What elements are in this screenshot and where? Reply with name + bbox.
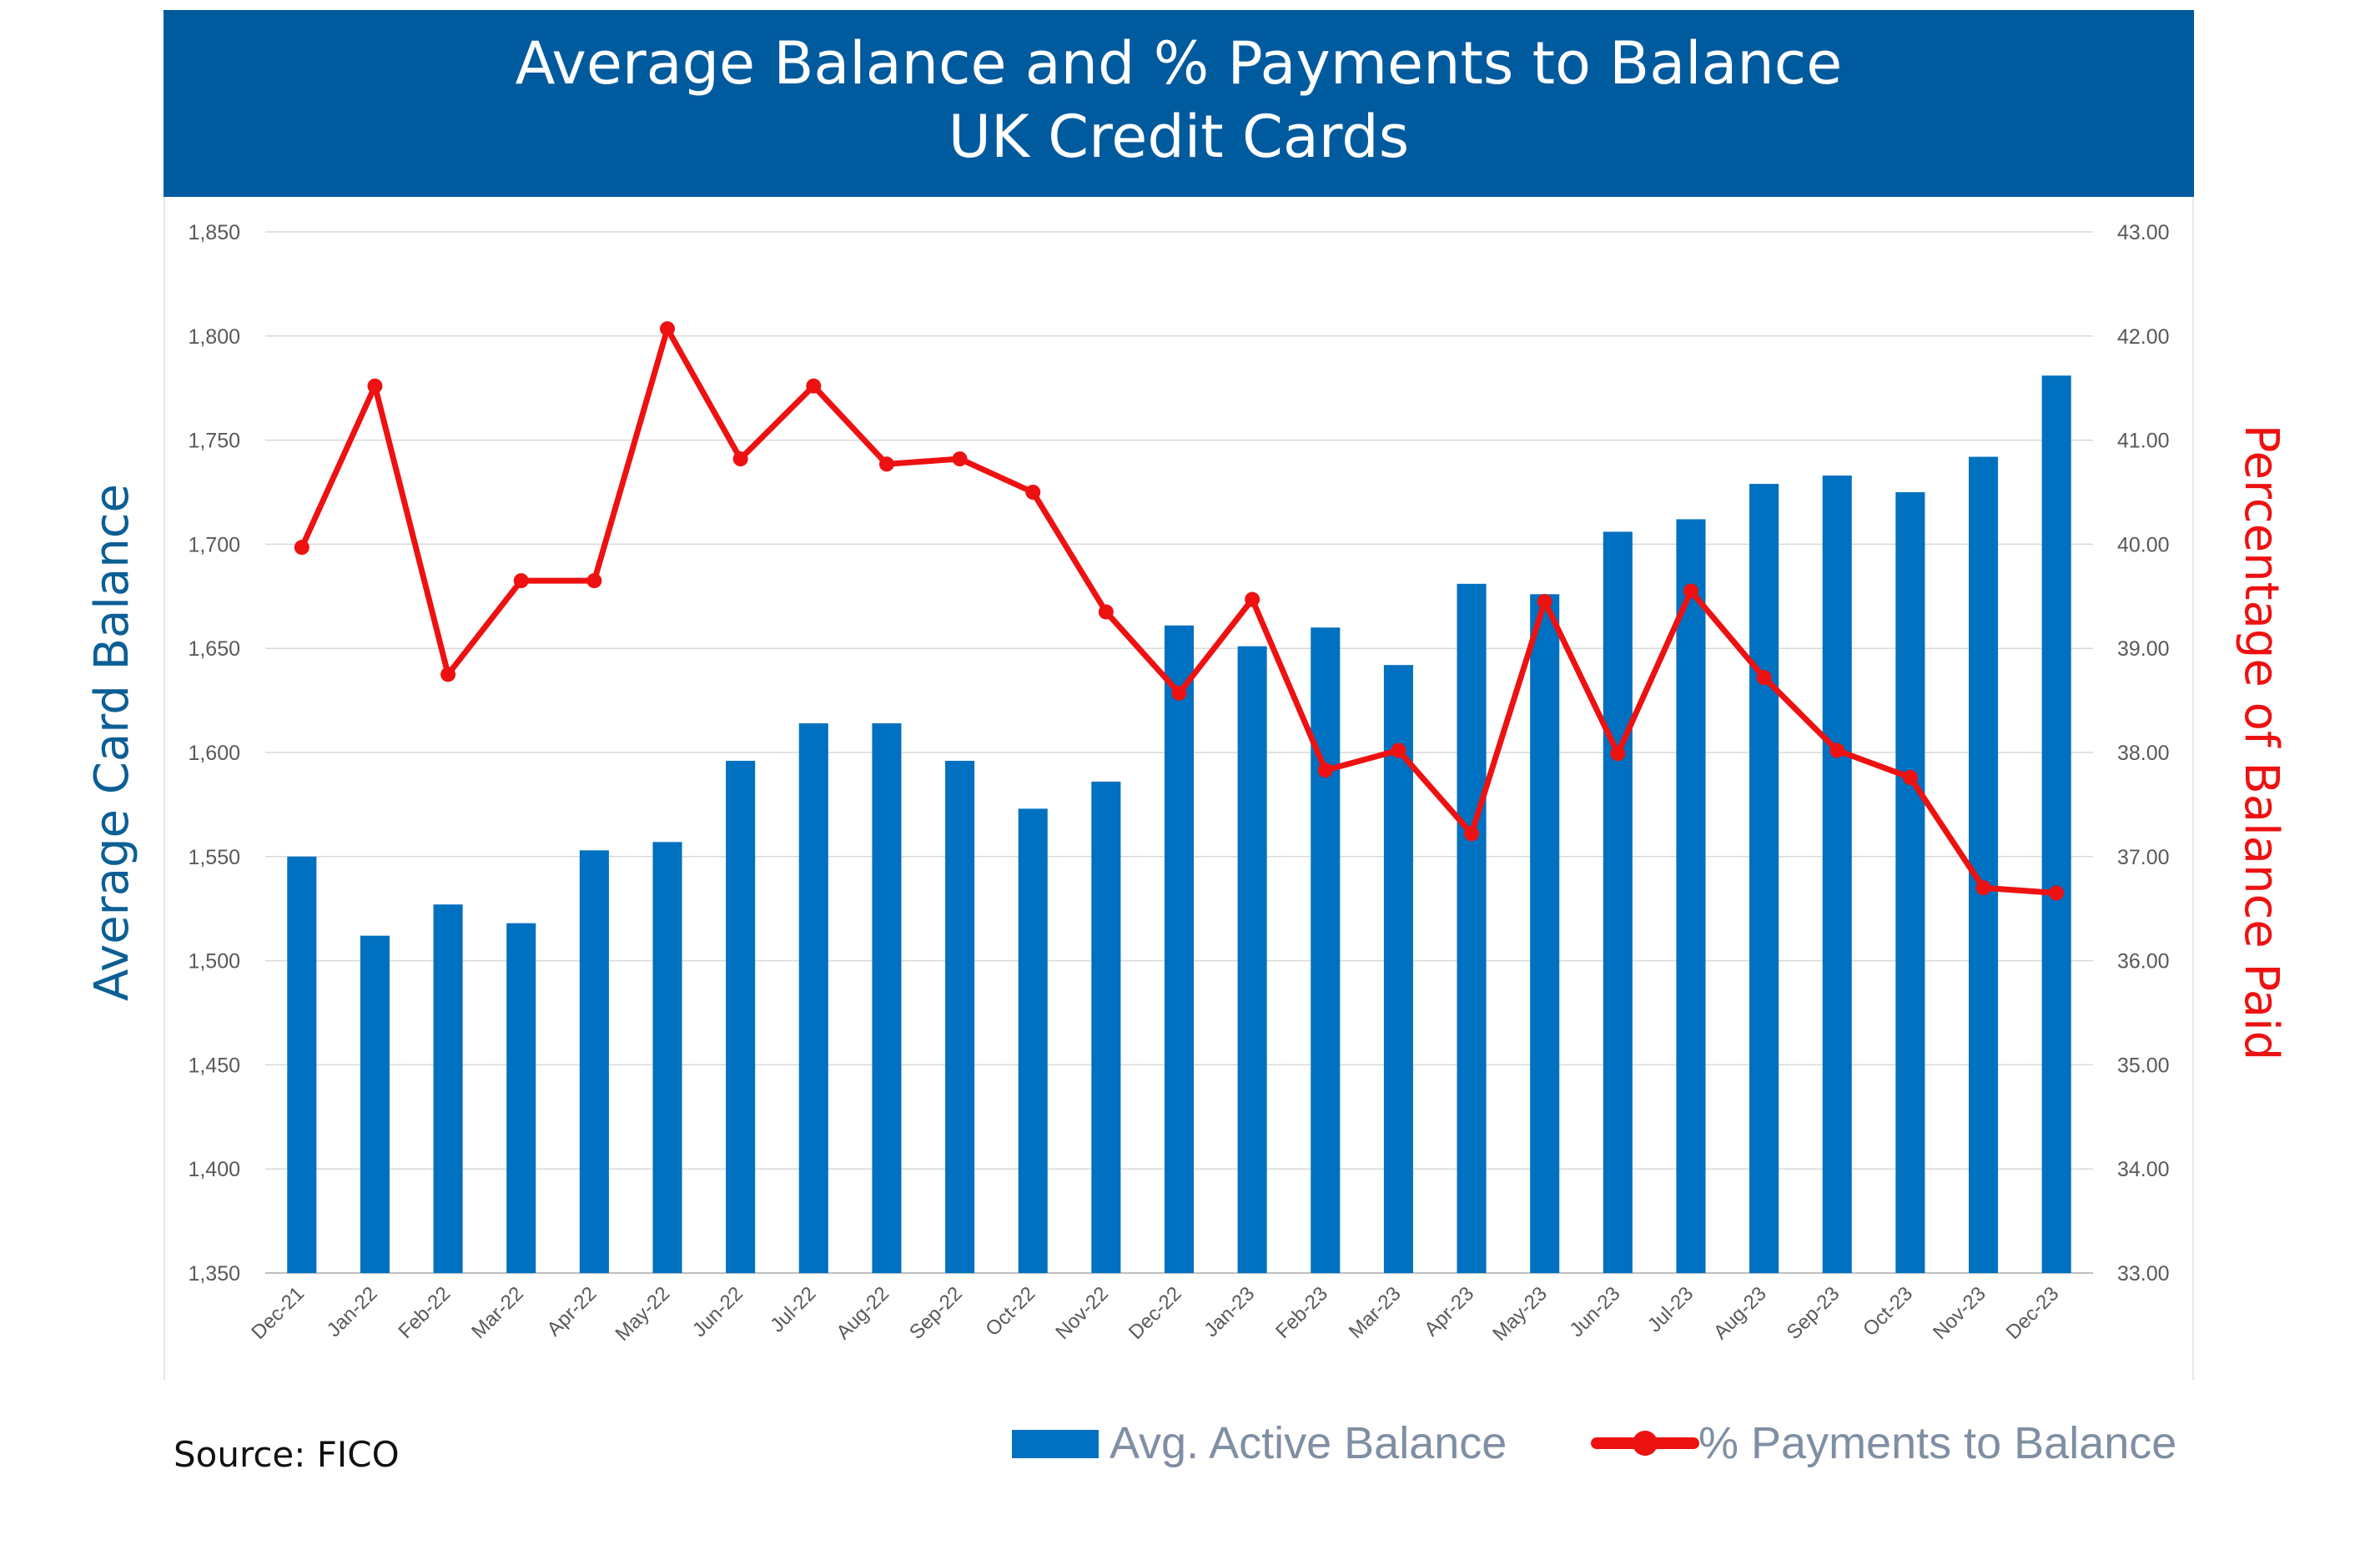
y-right-tick-label: 43.00	[2117, 221, 2170, 244]
bar	[945, 760, 975, 1273]
y-right-axis-title: Percentage of Balance Paid	[2234, 425, 2288, 1060]
y-left-axis-title: Average Card Balance	[85, 484, 139, 1001]
y-right-tick-label: 40.00	[2117, 533, 2170, 556]
line-point	[513, 573, 529, 589]
bar	[1164, 625, 1195, 1273]
line-point	[952, 451, 968, 467]
line-point	[1829, 742, 1845, 758]
title-bar	[164, 10, 2194, 197]
y-right-tick-label: 42.00	[2117, 325, 2170, 349]
line-point	[732, 451, 748, 467]
y-right-tick-label: 39.00	[2117, 637, 2170, 661]
y-left-tick-label: 1,600	[188, 742, 240, 765]
legend-bar-swatch	[1012, 1430, 1099, 1458]
line-point	[1391, 742, 1406, 758]
line-point	[1245, 591, 1260, 607]
line-point	[2049, 885, 2065, 901]
bar	[1749, 484, 1779, 1273]
bar	[1603, 531, 1633, 1273]
bar	[1676, 519, 1706, 1273]
line-point	[1902, 769, 1918, 785]
legend-line-label: % Payments to Balance	[1698, 1418, 2176, 1468]
y-left-tick-label: 1,750	[188, 430, 240, 453]
bar	[1969, 456, 1999, 1273]
bar	[1822, 476, 1852, 1273]
y-right-tick-label: 41.00	[2117, 430, 2170, 453]
line-point	[367, 378, 383, 394]
line-point	[586, 573, 602, 589]
y-right-tick-label: 36.00	[2117, 950, 2170, 974]
bar	[2041, 375, 2071, 1273]
line-point	[806, 378, 822, 394]
line-point	[660, 321, 676, 337]
line-point	[878, 456, 894, 472]
y-left-tick-label: 1,500	[188, 950, 240, 974]
bar	[506, 923, 536, 1273]
bar	[287, 856, 317, 1273]
y-left-tick-label: 1,800	[188, 325, 240, 349]
bar	[1895, 492, 1925, 1273]
line-point	[1975, 880, 1991, 896]
y-left-tick-label: 1,650	[188, 637, 240, 661]
y-left-tick-label: 1,700	[188, 533, 240, 556]
y-left-tick-label: 1,400	[188, 1158, 240, 1181]
line-point	[1025, 485, 1041, 500]
bar	[652, 842, 682, 1273]
bar	[579, 850, 609, 1273]
bar	[433, 904, 463, 1273]
y-left-tick-label: 1,450	[188, 1054, 240, 1077]
line-point	[1537, 594, 1552, 610]
bars	[287, 375, 2071, 1273]
y-right-tick-label: 38.00	[2117, 742, 2170, 765]
bar	[798, 723, 828, 1273]
legend-line-marker	[1633, 1431, 1658, 1456]
bar	[1237, 646, 1267, 1273]
right-ticks: 33.00 34.00 35.00 36.00 37.00 38.00 39.00 40.00…	[2117, 221, 2170, 1286]
line-point	[1610, 746, 1626, 762]
y-right-tick-label: 33.00	[2117, 1262, 2170, 1286]
line-point	[1756, 670, 1772, 686]
y-right-tick-label: 34.00	[2117, 1158, 2170, 1181]
bar	[1530, 594, 1560, 1273]
y-left-tick-label: 1,850	[188, 221, 240, 244]
bar	[1018, 808, 1048, 1273]
y-left-tick-label: 1,550	[188, 846, 240, 869]
bar	[360, 935, 390, 1273]
line-point	[1683, 583, 1698, 599]
line-point	[1098, 604, 1114, 620]
bar	[1457, 583, 1487, 1273]
line-point	[440, 667, 456, 682]
bar	[1091, 781, 1121, 1273]
line-point	[1317, 762, 1333, 778]
chart-subtitle: UK Credit Cards	[948, 103, 1409, 171]
legend-bar-label: Avg. Active Balance	[1109, 1418, 1507, 1468]
bar	[1311, 627, 1341, 1273]
bar	[1383, 665, 1413, 1273]
line-point	[294, 540, 309, 556]
bar	[726, 760, 756, 1273]
chart-title: Average Balance and % Payments to Balanc…	[516, 29, 1843, 98]
line-point	[1171, 685, 1187, 701]
bar	[872, 723, 902, 1273]
line-point	[1464, 826, 1480, 842]
source-note: Source: FICO	[174, 1434, 400, 1475]
y-right-tick-label: 35.00	[2117, 1054, 2170, 1077]
y-left-tick-label: 1,350	[188, 1262, 240, 1286]
y-right-tick-label: 37.00	[2117, 846, 2170, 869]
left-ticks: 1,350 1,400 1,450 1,500 1,550 1,600 1,650 1,700…	[188, 221, 240, 1286]
line-series	[294, 321, 2065, 901]
legend: Avg. Active Balance % Payments to Balanc…	[1012, 1418, 2176, 1468]
